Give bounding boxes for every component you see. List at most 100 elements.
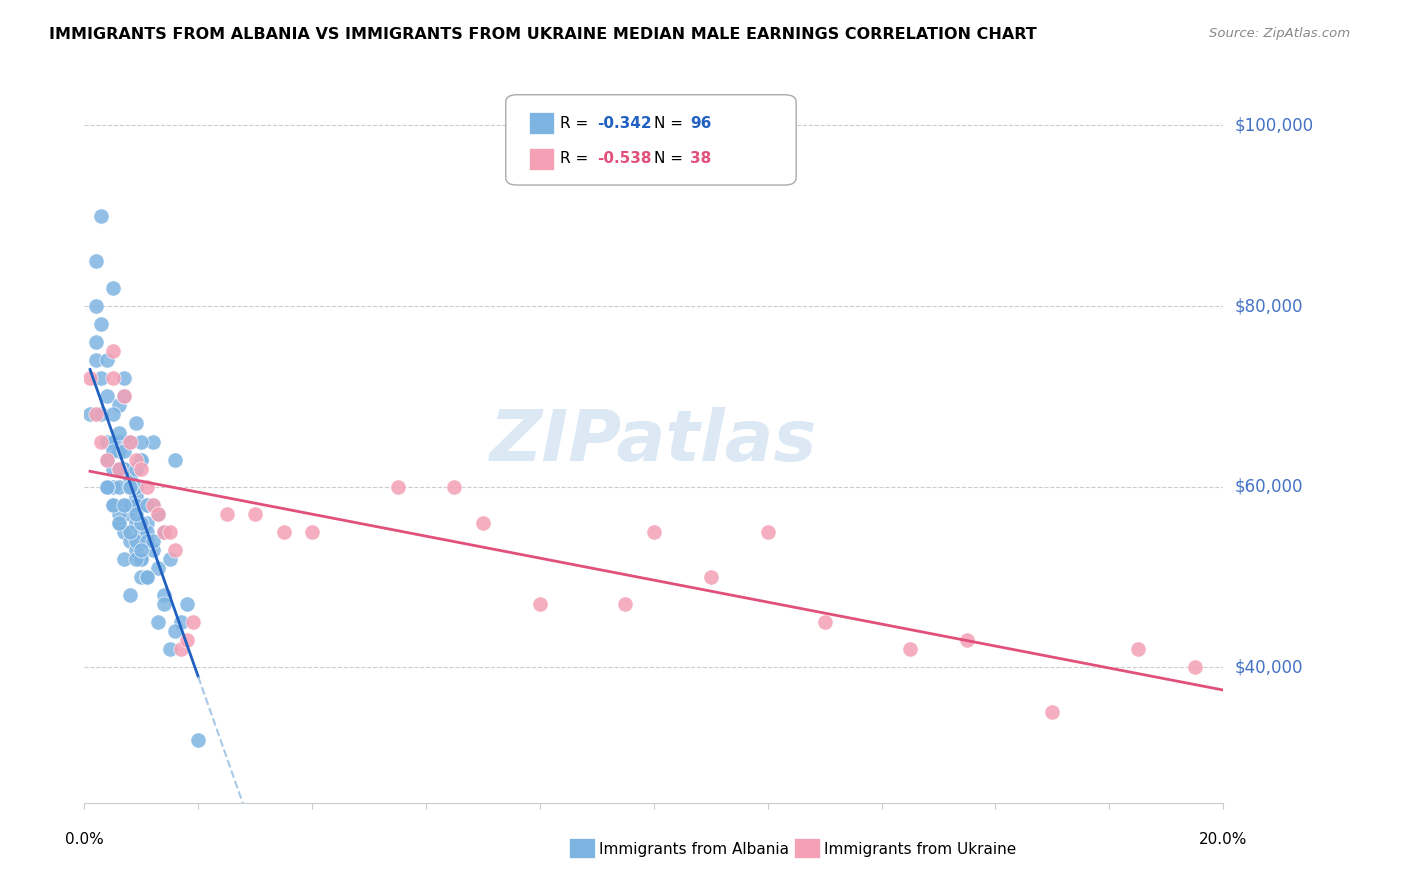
Point <box>107 461 129 475</box>
Text: -0.538: -0.538 <box>598 152 651 166</box>
Point <box>170 615 193 630</box>
Point <box>472 516 495 530</box>
Point <box>142 434 165 449</box>
Point <box>1184 660 1206 674</box>
Point <box>79 371 101 385</box>
Point <box>131 434 153 449</box>
Point <box>112 389 135 403</box>
FancyBboxPatch shape <box>506 95 796 185</box>
Text: $60,000: $60,000 <box>1234 478 1303 496</box>
Point <box>148 615 170 630</box>
Point <box>112 371 135 385</box>
Bar <box>529 112 554 134</box>
Text: R =: R = <box>561 116 593 131</box>
Point <box>112 443 135 458</box>
Point <box>90 434 112 449</box>
Point <box>112 498 135 512</box>
Point <box>124 461 146 475</box>
Text: -0.342: -0.342 <box>598 116 651 131</box>
Point <box>107 507 129 521</box>
Point <box>90 209 112 223</box>
Text: 0.0%: 0.0% <box>65 831 104 847</box>
Point <box>273 524 295 539</box>
Point <box>107 398 129 412</box>
Point <box>112 389 135 403</box>
Point <box>153 588 176 602</box>
Point <box>101 443 124 458</box>
Point <box>153 597 176 611</box>
Point <box>136 516 159 530</box>
Point <box>112 552 135 566</box>
Point <box>136 533 159 548</box>
Point <box>84 408 107 422</box>
Point <box>136 498 159 512</box>
Point <box>131 542 153 557</box>
Point <box>131 452 153 467</box>
Point <box>159 642 181 657</box>
Text: N =: N = <box>654 152 688 166</box>
Point <box>124 480 146 494</box>
Point <box>131 552 153 566</box>
Point <box>131 461 153 475</box>
Text: IMMIGRANTS FROM ALBANIA VS IMMIGRANTS FROM UKRAINE MEDIAN MALE EARNINGS CORRELAT: IMMIGRANTS FROM ALBANIA VS IMMIGRANTS FR… <box>49 27 1038 42</box>
Text: Immigrants from Albania: Immigrants from Albania <box>599 842 789 856</box>
Point <box>159 524 181 539</box>
Point <box>136 498 159 512</box>
Point <box>112 461 135 475</box>
Text: Source: ZipAtlas.com: Source: ZipAtlas.com <box>1209 27 1350 40</box>
Bar <box>529 148 554 169</box>
Point <box>112 524 135 539</box>
Point <box>84 353 107 368</box>
Point <box>118 507 141 521</box>
Point <box>165 542 187 557</box>
Point <box>215 507 238 521</box>
Point <box>124 507 146 521</box>
Point <box>107 425 129 440</box>
Point <box>107 480 129 494</box>
Point <box>118 524 141 539</box>
Point <box>96 480 118 494</box>
Point <box>176 597 198 611</box>
Text: R =: R = <box>561 152 593 166</box>
Point <box>124 516 146 530</box>
Point <box>96 452 118 467</box>
Point <box>1042 706 1064 720</box>
Point <box>643 524 665 539</box>
Point <box>90 408 112 422</box>
Point <box>118 533 141 548</box>
Point <box>118 434 141 449</box>
Point <box>118 588 141 602</box>
Point <box>159 552 181 566</box>
Point <box>142 498 165 512</box>
Text: Immigrants from Ukraine: Immigrants from Ukraine <box>824 842 1017 856</box>
Point <box>96 480 118 494</box>
Text: N =: N = <box>654 116 688 131</box>
Point <box>101 344 124 359</box>
Point <box>136 480 159 494</box>
Point <box>136 524 159 539</box>
Point <box>443 480 465 494</box>
Point <box>153 524 176 539</box>
Point <box>124 552 146 566</box>
Point <box>90 317 112 331</box>
Point <box>529 597 551 611</box>
Point <box>181 615 204 630</box>
Point <box>131 516 153 530</box>
Point <box>131 524 153 539</box>
Point <box>136 533 159 548</box>
Point <box>118 471 141 485</box>
Text: 20.0%: 20.0% <box>1199 831 1247 847</box>
Point <box>101 498 124 512</box>
Point <box>148 507 170 521</box>
Point <box>107 516 129 530</box>
Text: $80,000: $80,000 <box>1234 297 1303 315</box>
Point <box>118 480 141 494</box>
Text: 96: 96 <box>690 116 711 131</box>
Point <box>756 524 779 539</box>
Point <box>112 498 135 512</box>
Point <box>124 489 146 503</box>
Point <box>136 570 159 584</box>
Point <box>107 434 129 449</box>
Point <box>107 461 129 475</box>
Point <box>898 642 921 657</box>
